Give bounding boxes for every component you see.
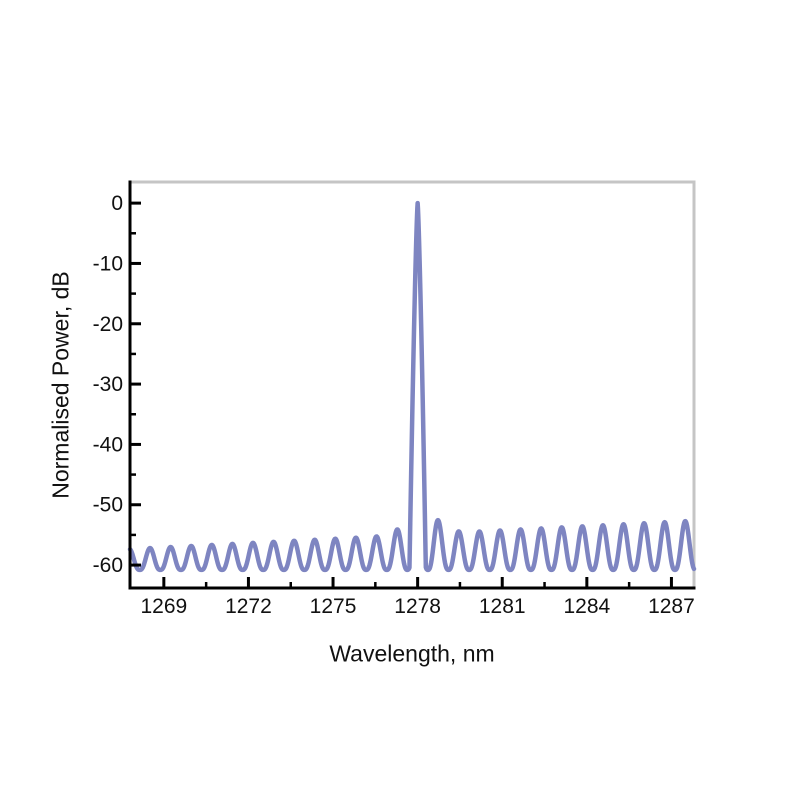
x-tick-label: 1278 [394,595,441,618]
x-tick-label: 1287 [648,595,695,618]
y-tick-label: -40 [93,433,123,456]
x-tick-label: 1269 [140,595,187,618]
x-tick-label: 1272 [225,595,272,618]
y-axis-title: Normalised Power, dB [47,271,74,499]
x-tick-label: 1275 [310,595,357,618]
y-tick-label: -60 [93,554,123,577]
y-tick-label: -50 [93,494,123,517]
x-tick-label: 1281 [479,595,526,618]
y-tick-label: -20 [93,313,123,336]
y-tick-label: -10 [93,252,123,275]
x-tick-label: 1284 [563,595,610,618]
y-tick-label: -30 [93,373,123,396]
x-axis-title: Wavelength, nm [329,640,495,667]
y-tick-label: 0 [111,192,123,215]
spectrum-curve [127,200,697,573]
